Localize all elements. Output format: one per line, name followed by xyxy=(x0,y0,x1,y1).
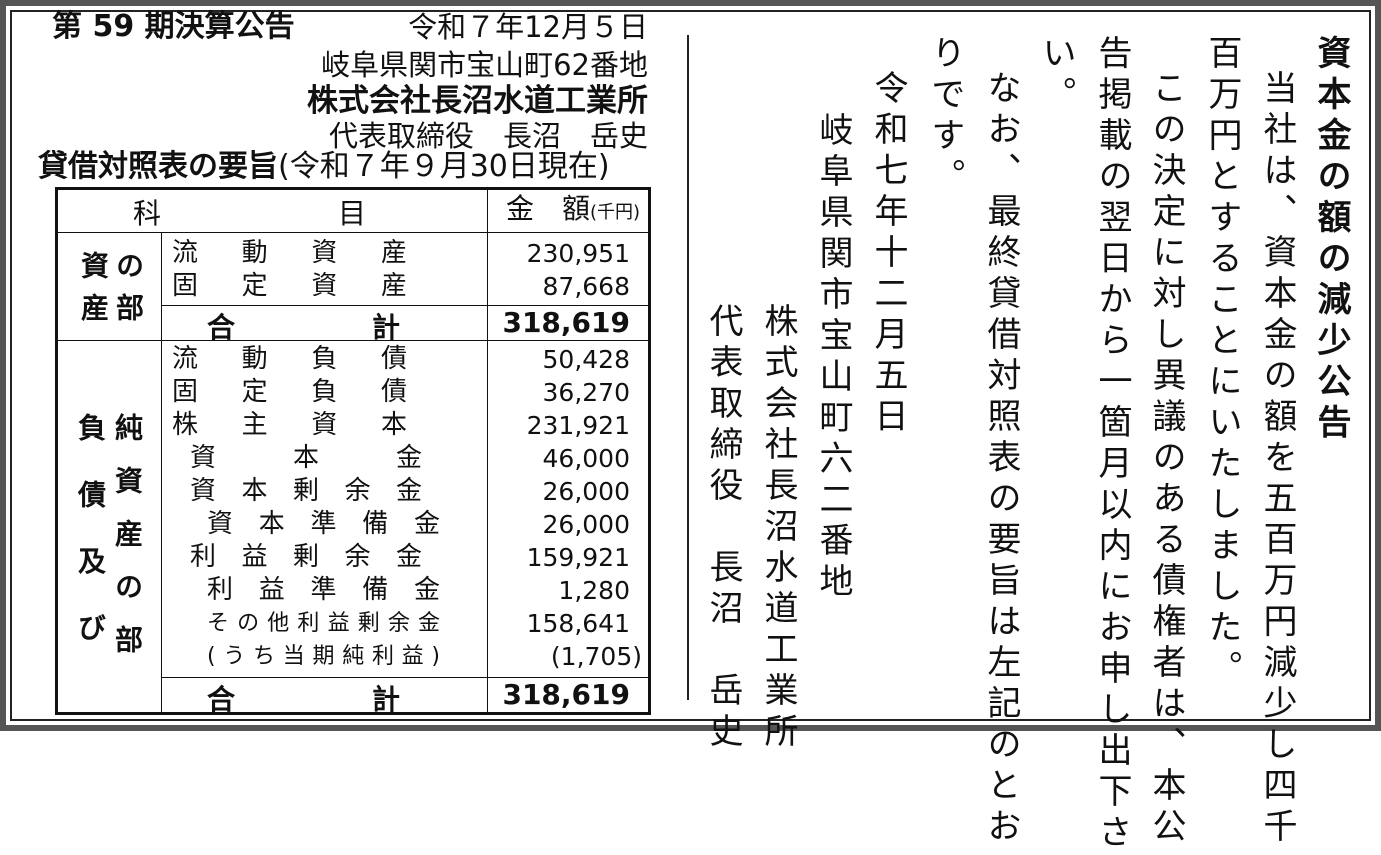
liabilities-section: 負債及び 純資産の部 流動負債 固定負債 株主資本 資本金 資本剰余金 資本準備金 利益剰余… xyxy=(56,340,650,714)
balance-sheet-title: 貸借対照表の要旨 xyxy=(38,149,278,184)
item-amount: 159,921 xyxy=(526,543,630,572)
liabilities-total-amount: 318,619 xyxy=(487,677,650,714)
table-row: 株主資本 xyxy=(162,409,487,442)
item-amount: 231,921 xyxy=(526,411,630,440)
table-row: 資本剰余金 xyxy=(162,475,487,508)
item-label: 固定負債 xyxy=(172,377,407,407)
notice-line: 当社は、資本金の額を五百万円減少し四千 xyxy=(1257,70,1297,849)
header-amount: 金 額(千円) xyxy=(487,188,650,233)
item-amount: 26,000 xyxy=(542,477,630,506)
table-row: 固定資産 xyxy=(162,270,487,303)
header-item-left: 科 xyxy=(133,197,162,230)
table-row: 資本準備金 xyxy=(162,508,487,541)
company-name: 株式会社長沼水道工業所 xyxy=(307,83,648,119)
representative: 代表取締役 長沼 岳史 xyxy=(328,119,648,153)
notice-line: い。 xyxy=(1036,35,1076,117)
balance-sheet-date: (令和７年９月30日現在) xyxy=(278,149,610,184)
outer-frame xyxy=(0,0,1381,731)
liabilities-total-label: 合 計 xyxy=(160,677,489,716)
item-label: 資本準備金 xyxy=(207,509,440,539)
notice-line: 告掲載の翌日から一箇月以内にお申し出下さ xyxy=(1092,35,1132,855)
item-amount: (1,705) xyxy=(550,642,642,671)
assets-total-amount: 318,619 xyxy=(487,305,650,341)
table-row: 流動資産 xyxy=(162,237,487,270)
assets-items: 流動資産 固定資産 xyxy=(160,232,489,306)
item-amount: 26,000 xyxy=(542,510,630,539)
item-amount: 158,641 xyxy=(526,609,630,638)
item-amount: 50,428 xyxy=(542,345,630,374)
table-header-row: 科 目 金 額(千円) xyxy=(55,188,650,233)
item-label: 流動負債 xyxy=(172,344,407,374)
notice-representative: 代表取締役 長沼 岳史 xyxy=(703,303,743,754)
table-row: 資本金 xyxy=(162,442,487,475)
header-amount-label: 金 額 xyxy=(505,192,590,225)
company-address: 岐阜県関市宝山町62番地 xyxy=(321,48,648,82)
header-item: 科 目 xyxy=(55,188,489,233)
item-label: 資本剰余金 xyxy=(190,476,422,506)
item-amount: 87,668 xyxy=(542,272,630,301)
item-label: 資本金 xyxy=(190,443,422,473)
notice-address: 岐阜県関市宝山町六二番地 xyxy=(813,112,853,604)
table-row: 利益剰余金 xyxy=(162,541,487,574)
item-label: 流動資産 xyxy=(172,238,407,268)
table-row: 利益準備金 xyxy=(162,574,487,607)
item-label: その他利益剰余金 xyxy=(207,611,440,636)
liabilities-section-right: 純資産の部 xyxy=(111,413,144,653)
item-amount: 1,280 xyxy=(558,576,630,605)
liabilities-amounts: 50,428 36,270 231,921 46,000 26,000 26,000 159… xyxy=(487,340,650,678)
total-left: 合 xyxy=(207,683,236,716)
inner-frame xyxy=(10,10,1371,721)
table-row: 固定負債 xyxy=(162,376,487,409)
total-left: 合 xyxy=(207,311,236,344)
notice-company: 株式会社長沼水道工業所 xyxy=(758,303,798,754)
liabilities-section-left: 負債及び xyxy=(74,413,107,641)
table-row: 流動負債 xyxy=(162,343,487,376)
balance-sheet-table: 科 目 金 額(千円) 資産の部 流動資産 固定資産 230,951 87,66… xyxy=(55,187,651,716)
item-label: 利益準備金 xyxy=(207,575,440,605)
notice-date: 令和７年12月５日 xyxy=(408,10,648,44)
header-unit: (千円) xyxy=(589,202,640,223)
item-amount: 46,000 xyxy=(542,444,630,473)
item-amount: 36,270 xyxy=(542,378,630,407)
liabilities-section-label: 負債及び 純資産の部 xyxy=(56,340,162,714)
notice-line: この決定に対し異議のある債権者は、本公 xyxy=(1146,70,1186,849)
liabilities-total-row: 合 計 318,619 xyxy=(57,677,650,716)
notice-line: りです。 xyxy=(925,35,965,199)
column-divider xyxy=(687,35,689,700)
liabilities-items: 流動負債 固定負債 株主資本 資本金 資本剰余金 資本準備金 利益剰余金 利益準備金その他利益… xyxy=(160,340,489,678)
assets-amounts: 230,951 87,668 xyxy=(487,232,650,306)
assets-section: 資産の部 流動資産 固定資産 230,951 87,668 xyxy=(56,232,650,341)
notice-title: 第 59 期決算公告 xyxy=(52,9,295,44)
header-item-right: 目 xyxy=(338,197,367,230)
notice-line: 百万円とすることにいたしました。 xyxy=(1202,35,1242,691)
notice-line: なお、最終貸借対照表の要旨は左記のとお xyxy=(981,70,1021,849)
table-row: (うち当期純利益) xyxy=(162,640,487,673)
item-label: 固定資産 xyxy=(172,271,407,301)
item-label: (うち当期純利益) xyxy=(207,644,440,669)
balance-sheet-heading: 貸借対照表の要旨(令和７年９月30日現在) xyxy=(38,150,610,184)
item-label: 利益剰余金 xyxy=(190,542,422,572)
assets-section-label: 資産の部 xyxy=(56,232,162,341)
item-amount: 230,951 xyxy=(526,239,630,268)
assets-total-label: 合 計 xyxy=(160,305,489,344)
capital-reduction-title: 資本金の額の減少公告 xyxy=(1311,35,1351,445)
table-row: その他利益剰余金 xyxy=(162,607,487,640)
assets-section-text: 資産の部 xyxy=(77,251,145,321)
notice-date: 令和七年十二月五日 xyxy=(868,70,908,439)
item-label: 株主資本 xyxy=(172,410,407,440)
total-right: 計 xyxy=(372,311,401,344)
total-right: 計 xyxy=(372,683,401,716)
